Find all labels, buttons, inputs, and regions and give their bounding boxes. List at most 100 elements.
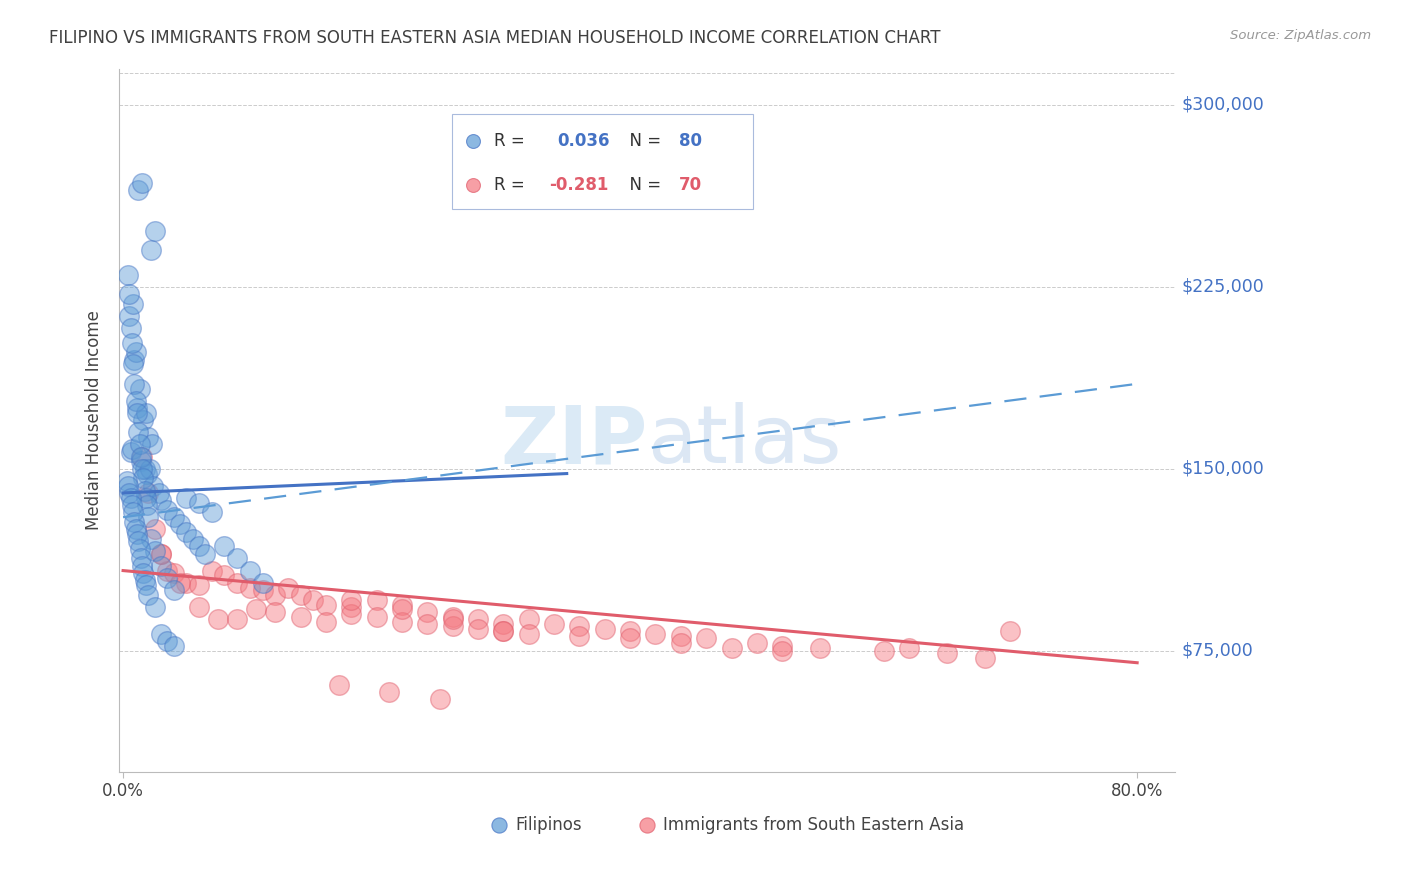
Point	[156, 634, 179, 648]
Point	[129, 454, 152, 468]
Point	[277, 581, 299, 595]
Point	[517, 612, 540, 626]
Point	[156, 564, 179, 578]
Point	[163, 639, 186, 653]
Point	[115, 474, 138, 488]
Point	[176, 524, 198, 539]
Point	[416, 616, 439, 631]
Point	[134, 483, 156, 498]
Point	[207, 612, 229, 626]
Point	[391, 602, 413, 616]
Point	[120, 444, 142, 458]
Point	[125, 527, 148, 541]
Point	[136, 498, 159, 512]
Point	[150, 626, 173, 640]
Point	[138, 430, 160, 444]
Point	[117, 825, 139, 839]
Point	[117, 478, 139, 492]
Point	[181, 532, 204, 546]
Point	[366, 609, 388, 624]
Point	[517, 626, 540, 640]
Point	[378, 685, 401, 699]
Text: 70: 70	[679, 177, 702, 194]
Point	[156, 503, 179, 517]
Text: 0.036: 0.036	[557, 132, 610, 150]
Point	[150, 547, 173, 561]
Point	[492, 624, 515, 639]
Point	[315, 615, 337, 629]
Point	[134, 574, 156, 588]
Point	[1000, 624, 1022, 639]
Point	[315, 598, 337, 612]
Point	[131, 558, 153, 573]
Point	[239, 581, 262, 595]
Point	[467, 612, 489, 626]
Point	[131, 461, 153, 475]
Point	[142, 478, 165, 492]
Point	[150, 493, 173, 508]
Point	[138, 461, 160, 475]
Point	[143, 522, 166, 536]
Point	[264, 605, 287, 619]
Point	[416, 605, 439, 619]
Point	[188, 496, 211, 510]
Point	[117, 825, 139, 839]
Point	[214, 568, 236, 582]
Point	[143, 599, 166, 614]
Point	[194, 547, 217, 561]
Point	[340, 599, 363, 614]
Point	[568, 629, 591, 643]
Point	[132, 471, 155, 485]
Point	[122, 297, 145, 311]
Point	[201, 564, 224, 578]
Point	[127, 534, 149, 549]
Y-axis label: Median Household Income: Median Household Income	[86, 310, 103, 530]
Point	[669, 636, 692, 650]
Point	[188, 578, 211, 592]
Text: $225,000: $225,000	[1181, 277, 1264, 296]
Point	[127, 183, 149, 197]
Point	[252, 575, 274, 590]
Point	[720, 641, 742, 656]
Point	[132, 566, 155, 580]
Point	[441, 609, 464, 624]
Point	[872, 643, 894, 657]
Point	[129, 450, 152, 464]
Point	[139, 244, 162, 258]
Point	[127, 425, 149, 440]
Text: ZIP: ZIP	[501, 402, 647, 480]
Point	[131, 176, 153, 190]
Point	[169, 517, 191, 532]
Point	[163, 566, 186, 580]
Text: $300,000: $300,000	[1181, 96, 1264, 114]
Point	[124, 352, 146, 367]
Point	[429, 692, 451, 706]
Text: Filipinos: Filipinos	[515, 815, 582, 834]
Text: N =: N =	[619, 177, 666, 194]
Point	[125, 345, 148, 359]
Point	[897, 641, 920, 656]
Point	[176, 491, 198, 505]
Point	[163, 582, 186, 597]
Point	[239, 564, 262, 578]
Point	[492, 616, 515, 631]
Point	[124, 376, 146, 391]
Point	[245, 602, 267, 616]
Point	[176, 575, 198, 590]
Point	[302, 592, 325, 607]
Point	[135, 578, 157, 592]
Point	[214, 539, 236, 553]
Point	[132, 413, 155, 427]
Point	[543, 616, 565, 631]
Point	[118, 825, 141, 839]
Point	[118, 486, 141, 500]
Text: R =: R =	[494, 132, 530, 150]
Point	[136, 467, 159, 481]
Point	[139, 532, 162, 546]
Point	[619, 624, 641, 639]
Text: -0.281: -0.281	[548, 177, 609, 194]
Point	[129, 551, 152, 566]
Point	[135, 406, 157, 420]
Point	[150, 547, 173, 561]
Point	[252, 582, 274, 597]
